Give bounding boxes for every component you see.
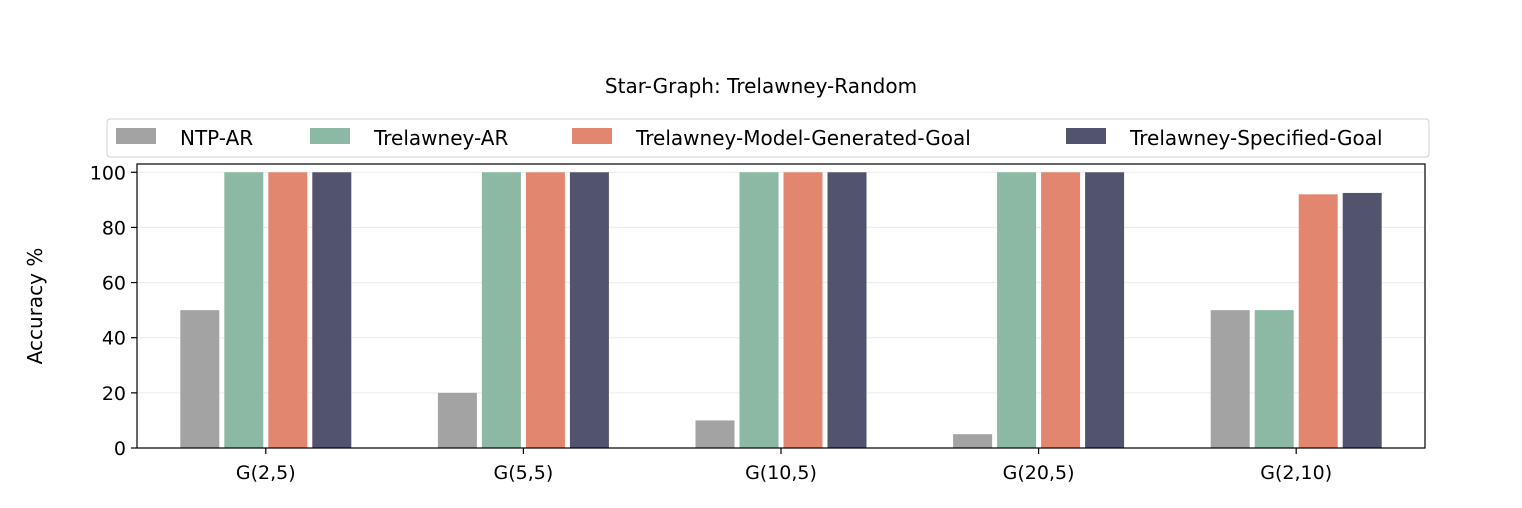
bar [1210, 310, 1250, 448]
plot-area [136, 163, 1426, 449]
bar [180, 310, 220, 448]
x-tick-label: G(2,5) [236, 462, 296, 484]
y-tick-label: 80 [102, 217, 126, 239]
bar [224, 172, 264, 448]
x-tick-label: G(20,5) [1003, 462, 1075, 484]
legend-swatch [1066, 128, 1106, 144]
bar [1254, 310, 1294, 448]
legend-swatch [310, 128, 350, 144]
bar [953, 434, 993, 448]
bar [1298, 194, 1338, 448]
y-tick-label: 0 [114, 438, 126, 460]
chart-title: Star-Graph: Trelawney-Random [605, 74, 917, 98]
bar [525, 172, 565, 448]
bar [1342, 192, 1382, 448]
bar [1085, 172, 1125, 448]
bar [1041, 172, 1081, 448]
y-axis: 0 20 40 60 80 100 [90, 162, 137, 460]
y-tick-label: 60 [102, 273, 126, 295]
legend-swatch [116, 128, 156, 144]
x-axis: G(2,5) G(5,5) G(10,5) G(20,5) G(2,10) [236, 448, 1332, 484]
bar [569, 172, 609, 448]
y-tick-label: 20 [102, 383, 126, 405]
legend-label: Trelawney-Model-Generated-Goal [635, 126, 971, 150]
x-tick-label: G(2,10) [1260, 462, 1332, 484]
x-tick-label: G(10,5) [745, 462, 817, 484]
legend: NTP-AR Trelawney-AR Trelawney-Model-Genera… [106, 118, 1430, 158]
legend-label: Trelawney-Specified-Goal [1129, 126, 1383, 150]
y-tick-label: 100 [90, 162, 126, 184]
bar [437, 392, 477, 448]
bar [739, 172, 779, 448]
bar [997, 172, 1037, 448]
legend-label: NTP-AR [180, 126, 253, 150]
bar [481, 172, 521, 448]
legend-swatch [572, 128, 612, 144]
bar [783, 172, 823, 448]
bar [312, 172, 352, 448]
legend-label: Trelawney-AR [373, 126, 508, 150]
y-axis-label: Accuracy % [23, 248, 47, 365]
bar [695, 420, 735, 448]
y-tick-label: 40 [102, 328, 126, 350]
bars [180, 172, 1382, 448]
bar [827, 172, 867, 448]
x-tick-label: G(5,5) [494, 462, 554, 484]
bar [268, 172, 308, 448]
